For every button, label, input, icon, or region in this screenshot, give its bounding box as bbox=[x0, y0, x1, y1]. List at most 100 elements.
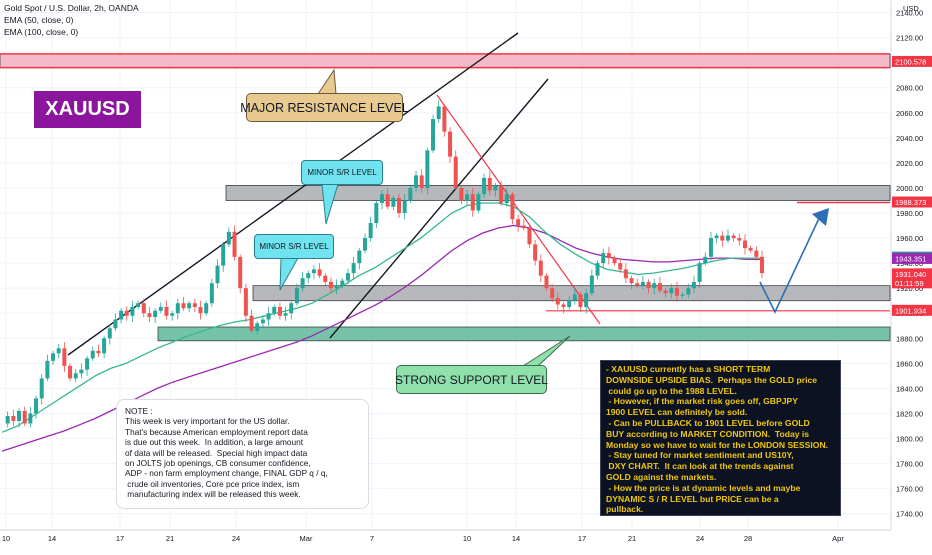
candle-body[interactable] bbox=[527, 228, 532, 245]
candle-body[interactable] bbox=[249, 315, 254, 331]
candle-body[interactable] bbox=[243, 288, 248, 316]
candle-body[interactable] bbox=[79, 369, 84, 374]
candle-body[interactable] bbox=[266, 313, 271, 320]
candle-body[interactable] bbox=[124, 310, 129, 316]
candle-body[interactable] bbox=[487, 177, 492, 191]
candle-body[interactable] bbox=[68, 365, 73, 379]
candle-body[interactable] bbox=[669, 288, 674, 294]
candle-body[interactable] bbox=[595, 263, 600, 276]
candle-body[interactable] bbox=[686, 288, 691, 295]
candle-body[interactable] bbox=[748, 248, 753, 251]
candle-body[interactable] bbox=[425, 150, 430, 188]
candle-body[interactable] bbox=[11, 415, 16, 421]
candle-body[interactable] bbox=[17, 410, 22, 421]
price-label-box[interactable] bbox=[892, 304, 932, 316]
candle-body[interactable] bbox=[703, 256, 708, 264]
candle-body[interactable] bbox=[521, 225, 526, 229]
candle-body[interactable] bbox=[175, 303, 180, 314]
candle-body[interactable] bbox=[742, 240, 747, 249]
candle-body[interactable] bbox=[232, 231, 237, 257]
candle-body[interactable] bbox=[272, 306, 277, 314]
candle-body[interactable] bbox=[56, 348, 61, 354]
candle-body[interactable] bbox=[107, 328, 112, 339]
level-band-major-resistance[interactable] bbox=[0, 53, 891, 69]
candle-body[interactable] bbox=[442, 106, 447, 132]
candle-body[interactable] bbox=[294, 288, 299, 304]
candle-body[interactable] bbox=[391, 197, 396, 207]
candle-body[interactable] bbox=[153, 310, 158, 317]
price-label-box[interactable] bbox=[892, 55, 932, 67]
candle-body[interactable] bbox=[34, 398, 39, 414]
candle-body[interactable] bbox=[760, 256, 764, 274]
candle-body[interactable] bbox=[192, 303, 197, 307]
candle-body[interactable] bbox=[226, 231, 231, 245]
candle-body[interactable] bbox=[459, 187, 464, 201]
candle-body[interactable] bbox=[334, 285, 339, 289]
candle-body[interactable] bbox=[204, 303, 209, 314]
candle-body[interactable] bbox=[476, 194, 481, 211]
candle-body[interactable] bbox=[340, 280, 345, 286]
trendline-upper[interactable] bbox=[67, 32, 519, 356]
candle-body[interactable] bbox=[714, 235, 719, 239]
candle-body[interactable] bbox=[130, 306, 135, 316]
candle-body[interactable] bbox=[402, 200, 407, 214]
candle-body[interactable] bbox=[555, 298, 560, 305]
candle-body[interactable] bbox=[725, 235, 730, 241]
candle-body[interactable] bbox=[453, 156, 458, 188]
candle-body[interactable] bbox=[260, 319, 265, 324]
candle-body[interactable] bbox=[119, 310, 124, 320]
candle-body[interactable] bbox=[567, 300, 572, 307]
candle-body[interactable] bbox=[328, 281, 333, 289]
candle-body[interactable] bbox=[113, 319, 118, 329]
candle-body[interactable] bbox=[158, 306, 163, 311]
candle-body[interactable] bbox=[606, 253, 611, 259]
candle-body[interactable] bbox=[465, 194, 470, 201]
candle-body[interactable] bbox=[277, 306, 282, 316]
candle-body[interactable] bbox=[754, 250, 759, 257]
price-label-box[interactable] bbox=[892, 252, 932, 264]
candle-body[interactable] bbox=[96, 350, 101, 354]
candle-body[interactable] bbox=[431, 119, 436, 151]
candle-body[interactable] bbox=[731, 235, 736, 239]
candle-body[interactable] bbox=[147, 313, 152, 317]
candle-body[interactable] bbox=[306, 273, 311, 279]
candle-body[interactable] bbox=[504, 194, 509, 203]
candle-body[interactable] bbox=[414, 175, 419, 188]
candle-body[interactable] bbox=[538, 260, 543, 276]
candle-body[interactable] bbox=[22, 410, 27, 424]
candle-body[interactable] bbox=[499, 185, 504, 203]
candle-body[interactable] bbox=[102, 338, 107, 354]
candle-body[interactable] bbox=[28, 413, 33, 424]
ema50-legend[interactable]: EMA (50, close, 0) bbox=[4, 15, 74, 25]
level-band-minor-sr-2[interactable] bbox=[252, 285, 891, 302]
candle-body[interactable] bbox=[737, 238, 742, 241]
candle-body[interactable] bbox=[419, 175, 424, 188]
candle-body[interactable] bbox=[51, 353, 56, 361]
candle-body[interactable] bbox=[141, 303, 146, 314]
level-band-minor-sr[interactable] bbox=[225, 185, 891, 201]
candle-body[interactable] bbox=[601, 253, 606, 264]
candle-body[interactable] bbox=[215, 265, 220, 284]
candle-body[interactable] bbox=[674, 288, 679, 296]
candle-body[interactable] bbox=[618, 263, 623, 270]
candle-body[interactable] bbox=[572, 294, 577, 301]
candle-body[interactable] bbox=[652, 283, 657, 289]
candle-body[interactable] bbox=[629, 278, 634, 284]
candle-body[interactable] bbox=[345, 273, 350, 281]
candle-body[interactable] bbox=[311, 269, 316, 274]
candle-body[interactable] bbox=[640, 281, 645, 286]
candle-body[interactable] bbox=[62, 348, 67, 366]
price-label-box[interactable] bbox=[892, 196, 932, 208]
candle-body[interactable] bbox=[362, 238, 367, 251]
ema50-line[interactable] bbox=[1, 202, 762, 433]
candle-body[interactable] bbox=[90, 350, 95, 359]
candle-body[interactable] bbox=[221, 244, 226, 266]
candle-body[interactable] bbox=[85, 358, 90, 370]
candle-body[interactable] bbox=[550, 288, 555, 299]
candle-body[interactable] bbox=[470, 194, 475, 211]
candle-body[interactable] bbox=[533, 244, 538, 261]
candle-body[interactable] bbox=[357, 250, 362, 264]
candle-body[interactable] bbox=[635, 283, 640, 286]
candle-body[interactable] bbox=[589, 275, 594, 294]
candle-body[interactable] bbox=[720, 235, 725, 241]
